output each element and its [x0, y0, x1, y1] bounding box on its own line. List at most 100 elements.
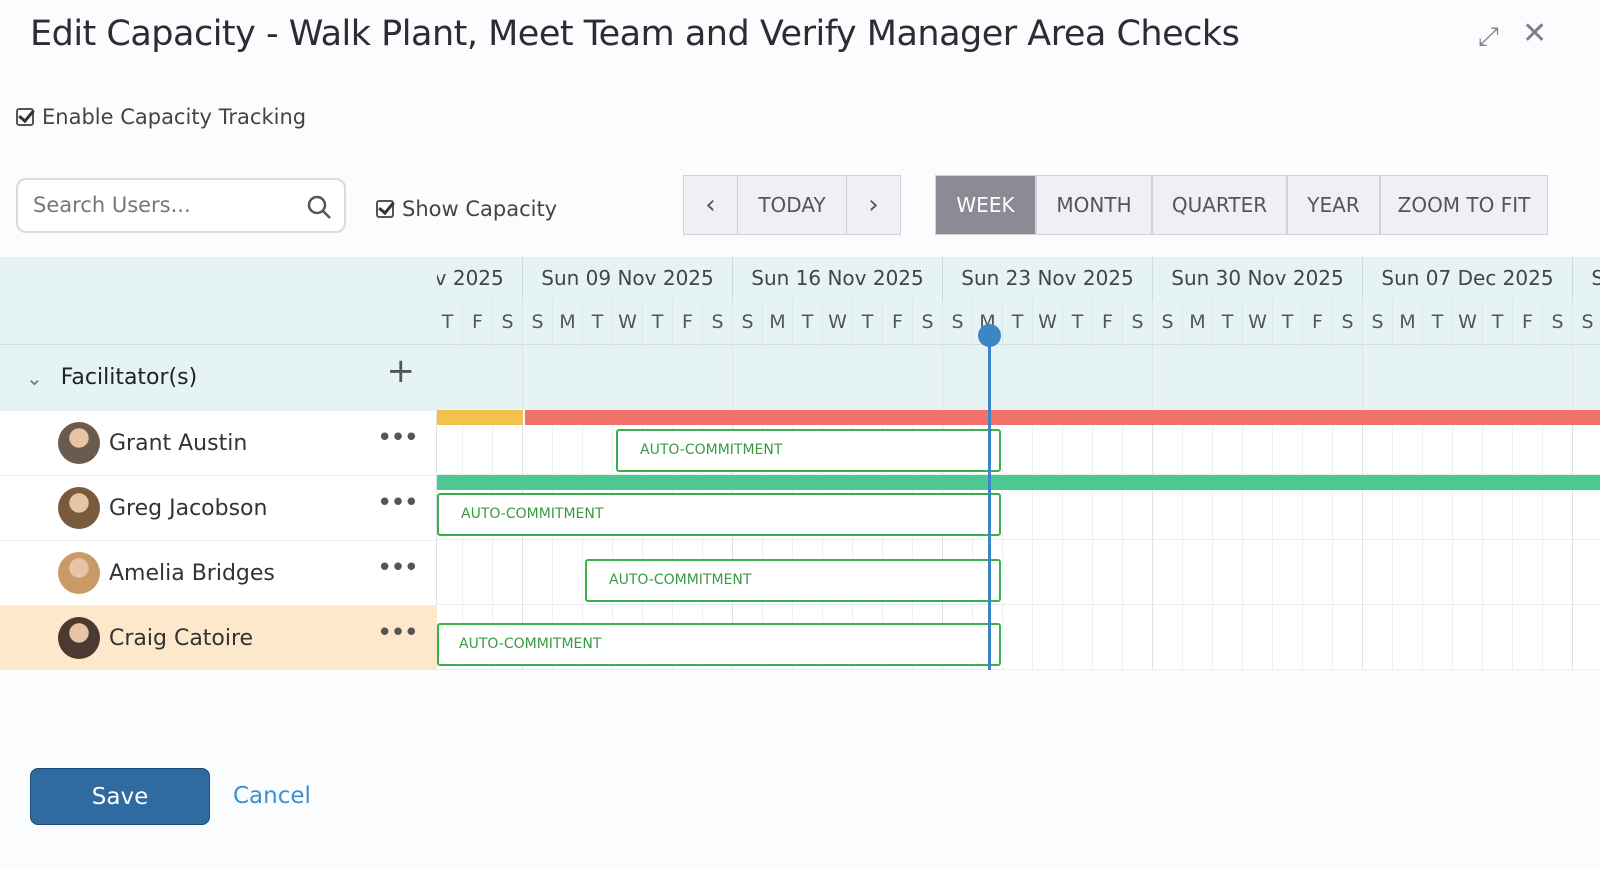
view-button[interactable]: ZOOM TO FIT — [1380, 175, 1548, 235]
day-label: S — [523, 300, 553, 345]
avatar — [58, 552, 100, 594]
day-label: S — [733, 300, 763, 345]
grid-line — [1302, 410, 1303, 670]
row-menu[interactable]: ••• — [376, 553, 419, 583]
add-button[interactable]: + — [386, 351, 416, 391]
panel-header — [0, 257, 437, 345]
week-divider — [1362, 345, 1363, 670]
day-label: F — [1303, 300, 1333, 345]
day-label: T — [793, 300, 823, 345]
day-label: T — [583, 300, 613, 345]
save-button[interactable]: Save — [30, 768, 210, 825]
next-button[interactable]: › — [846, 175, 901, 235]
day-label: S — [913, 300, 943, 345]
day-label: S — [1333, 300, 1363, 345]
week-label: Sun 09 Nov 2025 — [523, 257, 733, 300]
grid-line — [1032, 410, 1033, 670]
enable-tracking[interactable]: Enable Capacity Tracking — [16, 105, 306, 129]
row-menu[interactable]: ••• — [376, 423, 419, 453]
user-name: Grant Austin — [109, 430, 248, 456]
grid-line — [1512, 410, 1513, 670]
grid-line — [972, 410, 973, 670]
search-input[interactable]: Search Users... — [16, 178, 346, 233]
day-label: W — [613, 300, 643, 345]
view-button[interactable]: YEAR — [1287, 175, 1380, 235]
grid-line — [1332, 410, 1333, 670]
commitment-bar[interactable]: AUTO-COMMITMENT — [437, 623, 1001, 666]
grid-line — [462, 410, 463, 670]
week-label: Sun 07 Dec 2025 — [1363, 257, 1573, 300]
user-row: Grant Austin ••• — [0, 410, 437, 475]
commitment-bar[interactable]: AUTO-COMMITMENT — [616, 429, 1001, 472]
day-label: F — [883, 300, 913, 345]
row-divider — [437, 669, 1600, 670]
cancel-link[interactable]: Cancel — [233, 783, 311, 809]
user-name: Craig Catoire — [109, 625, 254, 651]
commitment-bar[interactable]: AUTO-COMMITMENT — [585, 559, 1001, 602]
day-label: W — [823, 300, 853, 345]
expand-button[interactable]: ⤢ — [1478, 22, 1499, 52]
row-divider — [437, 604, 1600, 605]
today-button[interactable]: TODAY — [737, 175, 847, 235]
day-label: F — [463, 300, 493, 345]
day-label: T — [853, 300, 883, 345]
user-row: Amelia Bridges ••• — [0, 540, 437, 605]
grid-line — [552, 410, 553, 670]
checkbox-label: Enable Capacity Tracking — [42, 105, 307, 129]
grid-line — [852, 410, 853, 670]
grid-line — [1242, 410, 1243, 670]
grid-line — [1122, 410, 1123, 670]
view-button[interactable]: MONTH — [1036, 175, 1152, 235]
checkbox[interactable] — [16, 108, 34, 126]
collapse-icon[interactable]: ⌄ — [26, 365, 43, 390]
grid-line — [1182, 410, 1183, 670]
day-label: S — [493, 300, 523, 345]
week-label: Sun 14 Dec 2025 — [1573, 257, 1600, 300]
avatar — [58, 617, 100, 659]
grid-line — [762, 410, 763, 670]
grid-line — [642, 410, 643, 670]
day-label: T — [1273, 300, 1303, 345]
day-label: S — [1573, 300, 1600, 345]
day-label: M — [763, 300, 793, 345]
day-label: T — [437, 300, 463, 345]
day-label: S — [703, 300, 733, 345]
grid-line — [1452, 410, 1453, 670]
grid-line — [1212, 410, 1213, 670]
grid-line — [1002, 410, 1003, 670]
row-divider — [437, 474, 1600, 475]
checkbox[interactable] — [376, 200, 394, 218]
day-label: S — [1543, 300, 1573, 345]
grid-line — [1092, 410, 1093, 670]
commitment-bar[interactable]: AUTO-COMMITMENT — [437, 493, 1001, 536]
row-menu[interactable]: ••• — [376, 618, 419, 648]
grid-line — [792, 410, 793, 670]
prev-button[interactable]: ‹ — [683, 175, 738, 235]
timeline-header — [437, 257, 1600, 345]
day-label: W — [1033, 300, 1063, 345]
grid-line — [912, 410, 913, 670]
capacity-bar — [437, 475, 1600, 490]
user-panel: ⌄ Facilitator(s) + Grant Austin ••• Greg J… — [0, 257, 437, 670]
grid-line — [672, 410, 673, 670]
day-label: S — [943, 300, 973, 345]
group-band — [437, 345, 1600, 410]
week-divider — [1152, 345, 1153, 670]
grid-line — [882, 410, 883, 670]
capacity-bar — [525, 410, 1600, 425]
dialog-title: Edit Capacity - Walk Plant, Meet Team an… — [30, 14, 1240, 54]
user-name: Amelia Bridges — [109, 560, 275, 586]
show-capacity[interactable]: Show Capacity — [376, 197, 557, 221]
grid-line — [1422, 410, 1423, 670]
view-button[interactable]: QUARTER — [1152, 175, 1287, 235]
today-marker — [978, 324, 1001, 347]
day-label: T — [1003, 300, 1033, 345]
row-menu[interactable]: ••• — [376, 488, 419, 518]
grid-line — [492, 410, 493, 670]
view-button[interactable]: WEEK — [935, 175, 1036, 235]
day-label: S — [1123, 300, 1153, 345]
day-label: W — [1243, 300, 1273, 345]
close-button[interactable]: ✕ — [1522, 16, 1548, 51]
